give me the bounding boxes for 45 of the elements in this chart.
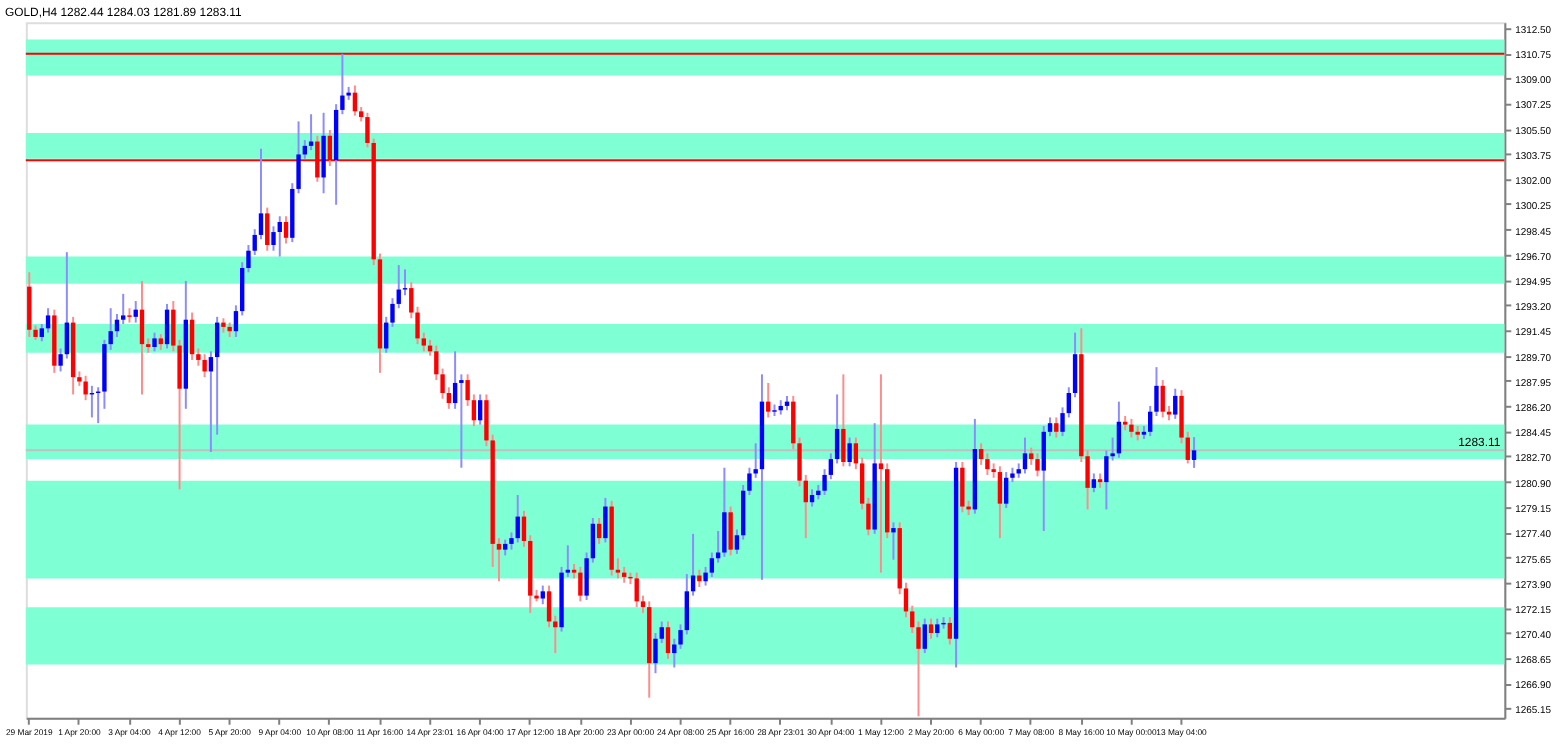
candlestick (133, 300, 138, 324)
candlestick (947, 616, 952, 646)
candlestick (189, 311, 195, 361)
candlestick (540, 584, 545, 606)
candlestick (603, 496, 608, 544)
candlestick (164, 302, 170, 350)
candlestick (672, 637, 677, 669)
candlestick (1191, 436, 1197, 469)
candlestick (665, 620, 671, 660)
candlestick (634, 571, 639, 609)
candlestick (935, 617, 940, 639)
candlestick (841, 373, 846, 468)
candlestick (922, 617, 927, 655)
candlestick (1022, 436, 1028, 475)
candlestick (847, 436, 852, 468)
candlestick (139, 279, 145, 396)
candlestick (152, 331, 157, 353)
candlestick (722, 466, 727, 558)
candlestick (45, 307, 51, 334)
candlestick (997, 465, 1003, 540)
candlestick (578, 565, 583, 603)
candlestick (1041, 425, 1046, 532)
candlestick (928, 617, 934, 640)
candlestick (1129, 417, 1134, 439)
candlestick (960, 460, 965, 514)
candlestick (1054, 416, 1059, 439)
candlestick (277, 215, 282, 258)
candlestick (477, 393, 483, 426)
candlestick (265, 206, 270, 252)
candlestick (283, 215, 289, 245)
candlestick (1116, 400, 1122, 459)
candlestick (891, 521, 896, 561)
candlestick (878, 373, 884, 574)
candlestick (83, 374, 88, 402)
candlestick (27, 271, 32, 338)
candlestick (766, 381, 771, 419)
candlestick (321, 111, 326, 195)
candlestick (127, 307, 132, 324)
candlestick (202, 353, 207, 379)
candlestick (1035, 452, 1040, 478)
candlestick (1173, 387, 1178, 420)
candlestick (1091, 472, 1097, 494)
candlestick (728, 505, 733, 557)
candlestick (1003, 471, 1009, 509)
candlestick (1160, 379, 1165, 419)
